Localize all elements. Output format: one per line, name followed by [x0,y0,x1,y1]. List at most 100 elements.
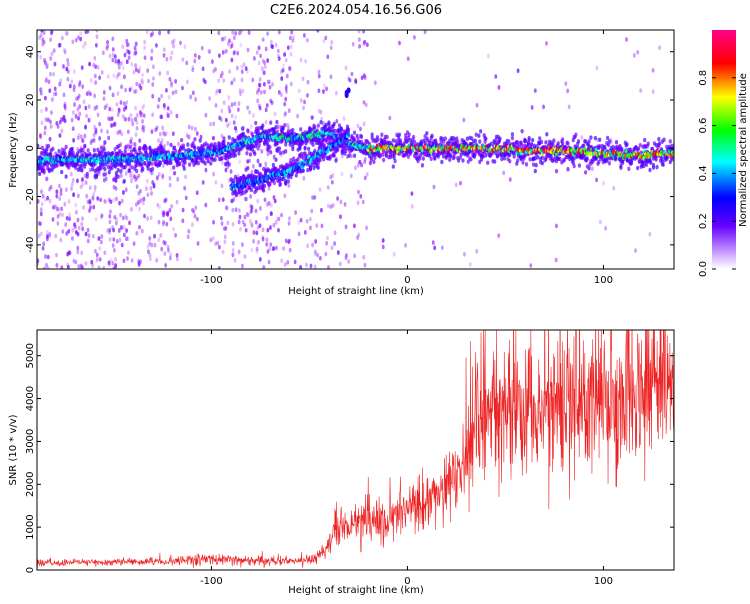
heatmap-cell [119,100,123,105]
heatmap-cell [73,222,76,228]
heatmap-cell [169,167,173,172]
heatmap-cell [269,211,273,216]
heatmap-cell [280,258,284,263]
heatmap-cell [98,75,102,80]
heatmap-cell [270,43,274,49]
heatmap-cell [183,160,187,165]
heatmap-cell [357,232,361,238]
heatmap-cell [217,30,221,36]
heatmap-cell [330,40,334,45]
heatmap-cell [177,141,180,147]
heatmap-cell [59,187,63,193]
heatmap-cell [566,167,570,172]
heatmap-cell [324,122,328,127]
heatmap-cell [103,199,107,204]
heatmap-cell [161,163,165,169]
heatmap-cell [256,198,260,204]
heatmap-cell [234,114,238,120]
heatmap-cell [144,146,148,151]
heatmap-cell [235,65,239,71]
heatmap-cell [278,182,283,187]
heatmap-cell [544,140,548,145]
heatmap-cell [160,246,164,252]
heatmap-cell [168,182,172,188]
heatmap-cell [55,120,59,126]
heatmap-cell [202,142,207,147]
heatmap-cell [373,155,377,161]
heatmap-cell [105,46,109,51]
heatmap-cell [265,215,269,221]
heatmap-cell [231,222,235,227]
heatmap-cell [42,30,46,36]
y-tick-label: 0 [25,567,36,573]
heatmap-cell [47,167,51,172]
heatmap-cell [262,81,266,87]
heatmap-cell [339,127,343,132]
heatmap-cell [149,32,153,38]
heatmap-cell [38,160,43,165]
heatmap-cell [299,127,303,132]
heatmap-cell [118,71,121,77]
heatmap-cell [305,218,309,224]
heatmap-cell [88,167,92,173]
heatmap-cell [544,156,548,162]
heatmap-cell [81,182,85,187]
heatmap-cell [120,131,124,137]
heatmap-cell [263,64,267,70]
heatmap-cell [292,156,296,161]
heatmap-cell [271,82,274,87]
heatmap-cell [340,153,344,159]
heatmap-cell [111,47,115,52]
heatmap-cell [128,144,133,150]
heatmap-cell [250,208,254,213]
heatmap-cell [91,196,95,201]
heatmap-cell [207,49,211,54]
heatmap-cell [316,30,320,33]
heatmap-cell [276,216,280,222]
heatmap-cell [71,126,75,131]
heatmap-cell [72,192,75,198]
heatmap-cell [135,81,139,87]
heatmap-cell [352,153,357,158]
heatmap-cell [225,205,229,211]
heatmap-cell [49,119,52,125]
heatmap-cell [135,184,139,189]
heatmap-cell [166,106,170,111]
heatmap-cell [92,138,96,143]
heatmap-cell [662,137,666,142]
heatmap-cell [100,214,103,220]
heatmap-cell [222,136,226,141]
heatmap-cell [107,260,111,265]
heatmap-cell [98,257,102,262]
heatmap-cell [135,175,139,181]
heatmap-cell [161,173,165,178]
heatmap-cell [37,221,41,226]
heatmap-cell [129,113,133,118]
heatmap-cell [381,152,385,157]
y-tick-label: 3000 [25,429,36,454]
heatmap-cell [531,137,535,143]
heatmap-cell [50,110,53,115]
heatmap-cell [577,163,582,168]
colorbar-tick-label: 0.0 [698,261,709,277]
heatmap-cell [143,39,147,45]
heatmap-cell [99,197,103,203]
heatmap-cell [135,113,139,119]
heatmap-cell [89,78,93,83]
heatmap-cell [229,169,233,174]
heatmap-cell [163,240,167,246]
heatmap-cell [84,105,88,111]
heatmap-cell [421,156,425,161]
heatmap-cell [241,242,244,247]
heatmap-cell [226,123,230,128]
heatmap-cell [204,202,208,208]
heatmap-cell [116,174,120,179]
heatmap-cell [646,141,650,146]
heatmap-cell [440,159,444,165]
heatmap-cell [198,138,202,143]
heatmap-cell [318,255,322,261]
heatmap-cell [208,96,212,101]
heatmap-cell [79,184,83,190]
heatmap-cell [75,210,78,215]
heatmap-cell [248,152,253,157]
